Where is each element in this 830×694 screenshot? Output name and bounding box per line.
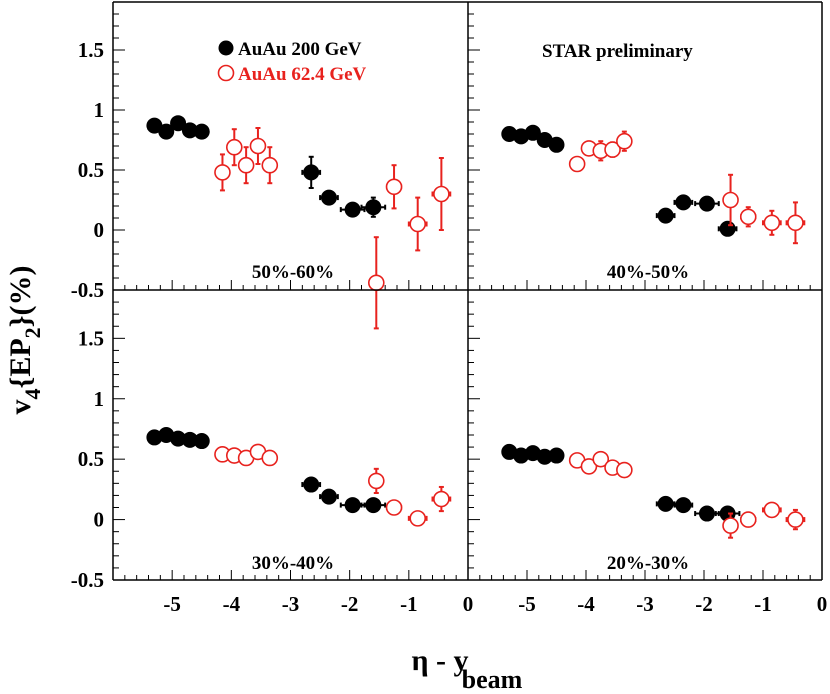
legend-label-200: AuAu 200 GeV xyxy=(238,39,362,60)
x-tick-label: -5 xyxy=(163,592,181,616)
x-tick-label: -1 xyxy=(754,592,772,616)
data-point-200gev xyxy=(675,497,692,514)
data-point-62gev xyxy=(763,214,781,232)
y-label-v: v xyxy=(4,399,37,414)
legend: AuAu 200 GeV AuAu 62.4 GeV xyxy=(217,39,367,85)
x-tick-label: -2 xyxy=(341,592,359,616)
x-tick-label: -5 xyxy=(518,592,536,616)
y-tick-label: 1 xyxy=(94,98,105,122)
data-point-62gev xyxy=(261,449,279,467)
data-point-200gev xyxy=(524,124,541,141)
data-point-62gev xyxy=(739,511,757,528)
data-point-200gev xyxy=(344,201,361,218)
data-point-200gev xyxy=(365,199,382,216)
x-tick-label: -3 xyxy=(636,592,654,616)
y-tick-label: 1.5 xyxy=(78,38,104,62)
data-point-62gev xyxy=(616,132,633,150)
x-axis-label-sub: beam xyxy=(462,665,523,694)
panel-top-left: 50%-60% xyxy=(112,1,469,330)
data-point-62gev xyxy=(409,510,427,527)
y-label-sub2: 2 xyxy=(20,327,45,338)
legend-marker-open xyxy=(217,64,235,82)
data-point-62gev xyxy=(385,178,403,196)
x-tick-label: -4 xyxy=(577,592,595,616)
data-point-62gev xyxy=(237,156,255,174)
data-point-62gev xyxy=(787,214,804,232)
data-point-200gev xyxy=(548,447,565,464)
data-point-62gev xyxy=(261,156,279,174)
data-point-200gev xyxy=(320,189,337,206)
star-preliminary-annotation: STAR preliminary xyxy=(542,41,693,62)
y-tick-label: 0 xyxy=(94,218,105,242)
legend-marker-filled xyxy=(218,40,234,56)
panel-title-top-left: 50%-60% xyxy=(252,262,334,283)
data-point-62gev xyxy=(433,490,450,508)
y-label-ep: {EP xyxy=(4,338,37,388)
y-tick-label: 0.5 xyxy=(78,447,104,471)
data-point-62gev xyxy=(367,472,385,490)
x-axis-label: η - y xyxy=(411,644,468,677)
panel-title-top-right: 40%-50% xyxy=(607,262,689,283)
y-tick-label: 1.5 xyxy=(78,326,104,350)
data-point-200gev xyxy=(365,497,382,514)
data-point-62gev xyxy=(592,450,610,468)
data-point-200gev xyxy=(303,164,320,181)
data-point-62gev xyxy=(739,208,757,226)
x-tick-label: -4 xyxy=(223,592,241,616)
data-point-62gev xyxy=(409,215,427,233)
data-point-200gev xyxy=(320,488,337,505)
data-point-200gev xyxy=(675,194,692,211)
x-tick-label: -2 xyxy=(695,592,713,616)
data-point-200gev xyxy=(657,495,674,512)
data-point-62gev xyxy=(385,499,403,516)
tick-labels-layer: -5 -4 -3 -2 -1 0 -5 -4 -3 -2 -1 0 -0.5 0 0.5 1 1.5 -0.5 0 0… xyxy=(71,38,828,616)
data-point-200gev xyxy=(170,115,187,132)
data-point-62gev xyxy=(722,191,739,209)
data-point-62gev xyxy=(568,155,586,173)
data-point-62gev xyxy=(616,461,633,479)
y-tick-label: -0.5 xyxy=(71,278,104,302)
data-point-62gev xyxy=(433,185,450,203)
data-point-62gev xyxy=(367,274,385,292)
data-point-62gev xyxy=(604,141,621,158)
data-point-62gev xyxy=(580,458,598,475)
data-point-200gev xyxy=(303,476,320,493)
data-point-200gev xyxy=(698,195,715,212)
x-tick-label: -1 xyxy=(400,592,418,616)
y-label-tail: }(%) xyxy=(4,266,37,328)
data-point-200gev xyxy=(158,123,175,140)
data-point-200gev xyxy=(193,433,210,450)
x-tick-label: -3 xyxy=(282,592,300,616)
y-tick-label: -0.5 xyxy=(71,568,104,592)
panel-bottom-left: 30%-40% xyxy=(112,289,469,581)
data-point-62gev xyxy=(214,164,231,181)
x-tick-label: 0 xyxy=(463,592,474,616)
data-point-200gev xyxy=(698,505,715,522)
data-point-200gev xyxy=(719,220,736,237)
y-tick-label: 0 xyxy=(94,508,105,532)
data-point-62gev xyxy=(763,501,781,519)
data-point-62gev xyxy=(225,138,243,156)
data-point-62gev xyxy=(722,517,739,534)
x-tick-label: 0 xyxy=(817,592,828,616)
panels-layer: 50%-60% 40%-50% 30%-40% 20%-30% xyxy=(112,1,823,581)
data-point-200gev xyxy=(193,123,210,140)
panel-top-right: 40%-50% xyxy=(467,1,823,291)
data-point-200gev xyxy=(548,136,565,153)
frame-layer xyxy=(112,1,823,581)
y-axis-label: v4{EP2}(%) xyxy=(4,266,45,415)
panel-bottom-right: 20%-30% xyxy=(467,289,823,581)
legend-label-62: AuAu 62.4 GeV xyxy=(238,64,367,85)
data-point-200gev xyxy=(657,207,674,224)
y-tick-label: 1 xyxy=(94,387,105,411)
y-label-sub4: 4 xyxy=(20,388,45,399)
data-point-62gev xyxy=(787,511,804,528)
y-tick-label: 0.5 xyxy=(78,158,104,182)
panel-title-bottom-right: 20%-30% xyxy=(607,553,689,574)
data-point-200gev xyxy=(344,497,361,514)
data-point-62gev xyxy=(249,137,267,155)
panel-title-bottom-left: 30%-40% xyxy=(252,553,334,574)
